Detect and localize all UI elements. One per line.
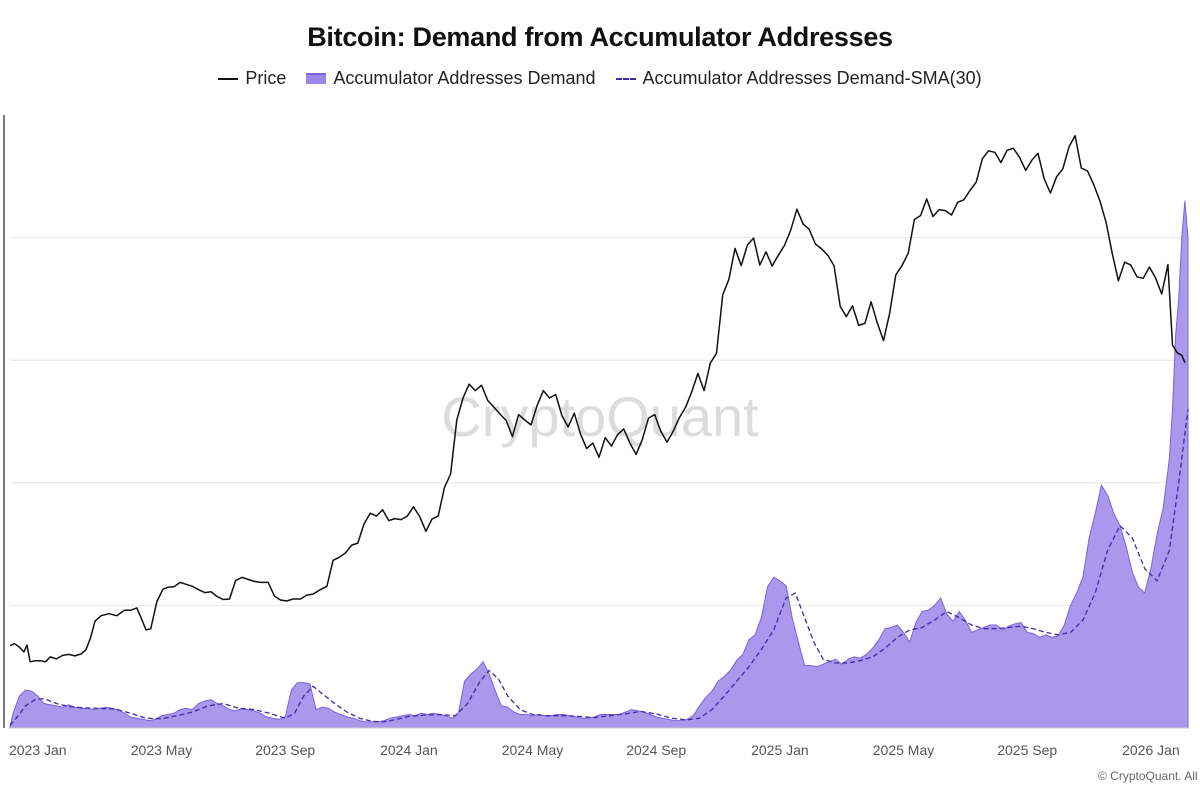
watermark: CryptoQuant — [441, 385, 759, 448]
chart-legend: Price Accumulator Addresses Demand Accum… — [0, 68, 1200, 89]
price-line-series — [9, 134, 1186, 663]
demand-area-series — [9, 200, 1189, 729]
chart-title: Bitcoin: Demand from Accumulator Address… — [307, 22, 893, 52]
x-tick-label-7: 2025 May — [873, 742, 934, 758]
x-tick-label-8: 2025 Sep — [997, 742, 1057, 758]
legend-label-sma: Accumulator Addresses Demand-SMA(30) — [642, 68, 982, 88]
x-tick-label-9: 2026 Jan — [1122, 742, 1180, 758]
legend-label-demand: Accumulator Addresses Demand — [333, 68, 596, 88]
legend-label-price: Price — [245, 68, 287, 88]
x-tick-label-2: 2023 Sep — [255, 742, 315, 758]
sma-dashed-swatch — [615, 77, 636, 80]
x-tick-label-6: 2025 Jan — [751, 742, 809, 758]
sma-dashed-series — [9, 409, 1189, 726]
x-tick-label-5: 2024 Sep — [626, 742, 686, 758]
x-axis-ticks: 2023 Jan 2023 May 2023 Sep 2024 Jan 2024 May… — [9, 742, 1180, 758]
price-line-swatch — [218, 77, 239, 80]
legend-item-price[interactable]: Price — [218, 68, 286, 89]
x-tick-label-4: 2024 May — [502, 742, 563, 758]
legend-item-sma[interactable]: Accumulator Addresses Demand-SMA(30) — [615, 68, 982, 89]
x-tick-label-1: 2023 May — [131, 742, 192, 758]
gridlines — [10, 237, 1188, 606]
x-tick-label-3: 2024 Jan — [380, 742, 438, 758]
demand-area-swatch — [306, 73, 327, 84]
x-tick-label-0: 2023 Jan — [9, 742, 67, 758]
copyright-notice: © CryptoQuant. All r — [1098, 769, 1200, 783]
legend-item-demand[interactable]: Accumulator Addresses Demand — [306, 68, 596, 89]
